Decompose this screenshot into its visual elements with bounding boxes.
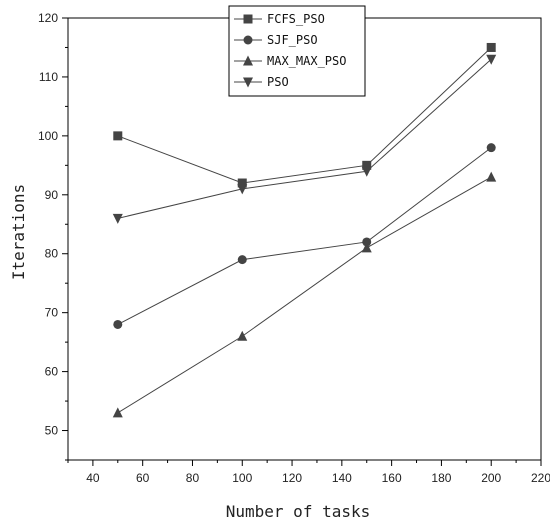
- y-tick-label: 100: [38, 129, 58, 143]
- y-tick-label: 70: [45, 306, 59, 320]
- x-tick-label: 60: [136, 471, 150, 485]
- legend-label: MAX_MAX_PSO: [267, 54, 346, 68]
- data-point: [237, 184, 248, 195]
- data-point: [113, 131, 123, 141]
- legend-marker: [243, 77, 253, 88]
- x-tick-label: 220: [531, 471, 550, 485]
- data-point: [112, 213, 123, 224]
- data-point: [362, 160, 372, 170]
- data-point: [362, 237, 372, 247]
- x-tick-label: 40: [86, 471, 100, 485]
- x-axis-ticks: 40 60 80 100 120 140 160 180 200 220: [67, 460, 550, 485]
- series-max-max-pso: [112, 171, 497, 418]
- legend-entry: FCFS_PSO: [234, 12, 325, 26]
- x-tick-label: 140: [332, 471, 352, 485]
- data-point: [486, 143, 496, 153]
- series-sjf-pso: [113, 143, 496, 329]
- data-point: [361, 166, 372, 177]
- data-point: [237, 330, 248, 341]
- legend-marker: [243, 35, 253, 45]
- y-tick-label: 110: [39, 70, 58, 84]
- legend-entry: PSO: [234, 75, 289, 89]
- series-layer: [112, 42, 497, 418]
- series-line: [117, 58, 492, 219]
- y-axis-title: Iterations: [9, 184, 28, 280]
- y-tick-label: 60: [45, 365, 59, 379]
- legend-label: FCFS_PSO: [267, 12, 325, 26]
- data-point: [486, 42, 496, 52]
- x-tick-label: 100: [232, 471, 252, 485]
- legend-label: PSO: [267, 75, 289, 89]
- y-tick-label: 80: [45, 247, 59, 261]
- data-point: [486, 171, 497, 182]
- x-tick-label: 160: [382, 471, 402, 485]
- legend-marker: [243, 14, 253, 24]
- series-line: [117, 147, 492, 325]
- data-point: [486, 54, 497, 65]
- data-point: [361, 242, 372, 253]
- data-point: [112, 407, 123, 418]
- legend-marker: [243, 55, 253, 66]
- data-point: [237, 178, 247, 188]
- y-tick-label: 50: [45, 424, 59, 438]
- y-axis-ticks: 50 60 70 80 90 100 110 120: [38, 11, 68, 461]
- x-tick-label: 180: [431, 471, 451, 485]
- y-tick-label: 90: [45, 188, 59, 202]
- x-tick-label: 80: [186, 471, 200, 485]
- data-point: [237, 255, 247, 265]
- series-line: [117, 47, 492, 184]
- legend-entry: SJF_PSO: [234, 33, 318, 47]
- data-point: [113, 319, 123, 329]
- x-axis-title: Number of tasks: [226, 502, 371, 521]
- series-pso: [112, 54, 497, 224]
- series-line: [117, 176, 492, 414]
- legend-entry: MAX_MAX_PSO: [234, 54, 346, 68]
- x-tick-label: 200: [481, 471, 501, 485]
- legend-label: SJF_PSO: [267, 33, 318, 47]
- x-tick-label: 120: [282, 471, 302, 485]
- y-tick-label: 120: [38, 11, 58, 25]
- series-fcfs-pso: [113, 42, 496, 188]
- legend: FCFS_PSO SJF_PSO MAX_MAX_PSO PSO: [228, 5, 366, 97]
